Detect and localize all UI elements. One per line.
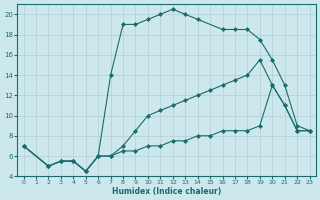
X-axis label: Humidex (Indice chaleur): Humidex (Indice chaleur)	[112, 187, 221, 196]
